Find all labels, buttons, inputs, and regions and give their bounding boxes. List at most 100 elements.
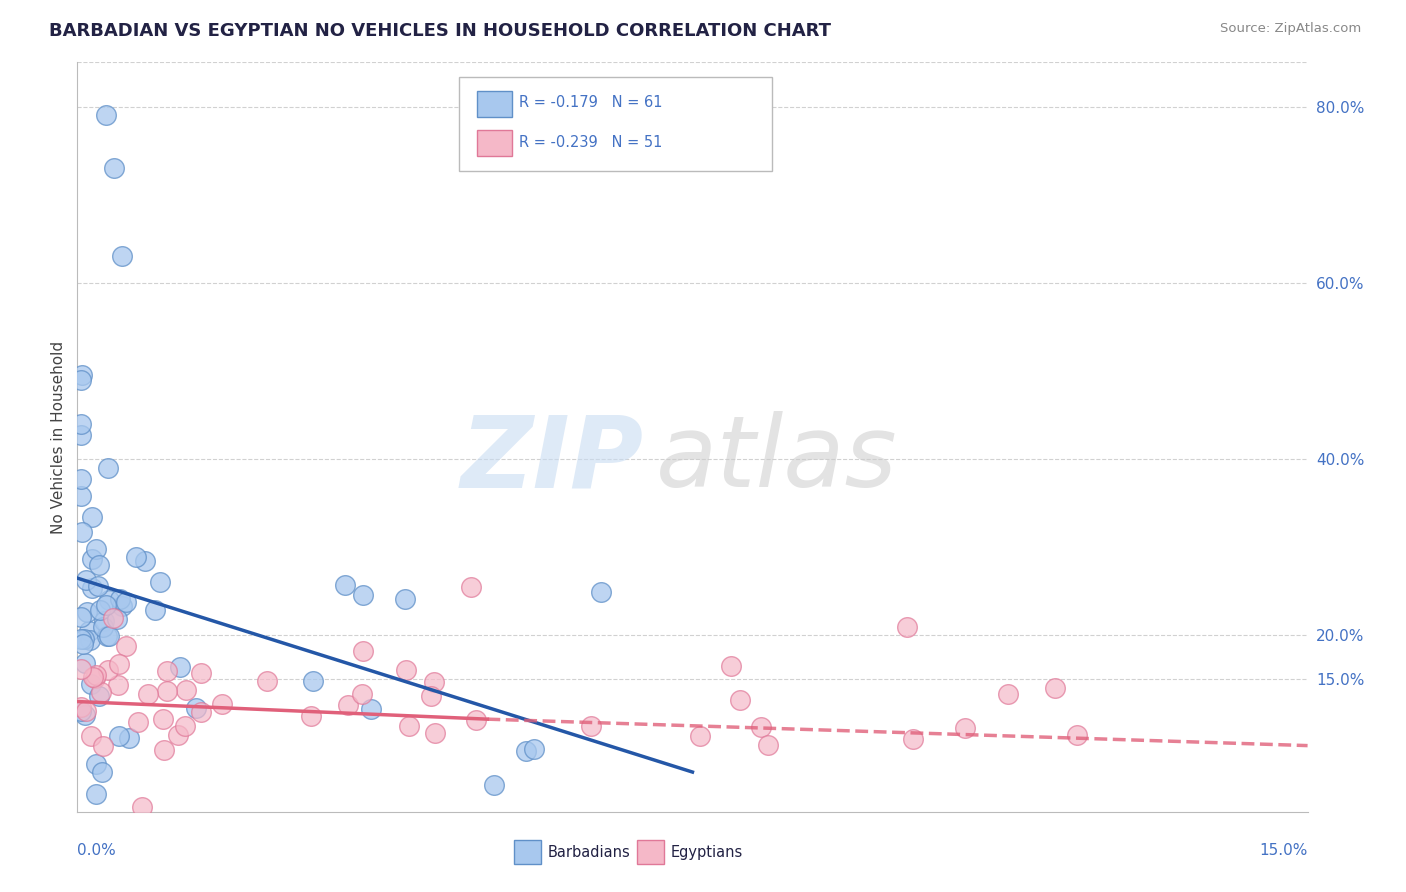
Point — [70, 524, 93, 539]
Point — [730, 692, 752, 706]
Point — [398, 719, 420, 733]
Text: BARBADIAN VS EGYPTIAN NO VEHICLES IN HOUSEHOLD CORRELATION CHART: BARBADIAN VS EGYPTIAN NO VEHICLES IN HOU… — [49, 22, 831, 40]
Point — [97, 663, 120, 677]
Point — [93, 614, 115, 628]
Point — [1066, 728, 1088, 742]
Point — [90, 685, 112, 699]
Point — [76, 605, 98, 619]
Point — [84, 668, 107, 682]
FancyBboxPatch shape — [477, 130, 512, 156]
Text: Egyptians: Egyptians — [671, 845, 742, 860]
Point — [94, 108, 117, 122]
Point — [515, 743, 537, 757]
Point — [143, 603, 166, 617]
Point — [70, 704, 93, 718]
Point — [90, 764, 112, 779]
Text: 15.0%: 15.0% — [1260, 843, 1308, 857]
Point — [1043, 681, 1066, 695]
Point — [77, 624, 100, 639]
Point — [896, 619, 918, 633]
Text: Barbadians: Barbadians — [547, 845, 630, 860]
Point — [72, 632, 94, 646]
Point — [107, 678, 129, 692]
Point — [105, 612, 128, 626]
Point — [360, 702, 382, 716]
Point — [76, 573, 98, 587]
Point — [80, 551, 103, 566]
Point — [115, 594, 138, 608]
Point — [352, 687, 374, 701]
Point — [70, 632, 93, 647]
Point — [169, 660, 191, 674]
Point — [70, 489, 93, 503]
Point — [299, 709, 322, 723]
Point — [98, 629, 121, 643]
Point — [174, 719, 197, 733]
Point — [302, 674, 325, 689]
Point — [153, 743, 176, 757]
Text: R = -0.239   N = 51: R = -0.239 N = 51 — [519, 135, 662, 150]
Point — [460, 580, 482, 594]
Point — [75, 656, 97, 670]
Point — [111, 599, 134, 614]
FancyBboxPatch shape — [515, 840, 541, 864]
Point — [186, 700, 208, 714]
Point — [523, 742, 546, 756]
Point — [75, 704, 97, 718]
Point — [89, 602, 111, 616]
Point — [152, 712, 174, 726]
Point — [93, 739, 115, 753]
Point — [136, 687, 159, 701]
Point — [72, 636, 94, 650]
Text: 0.0%: 0.0% — [77, 843, 117, 857]
Point — [80, 729, 103, 743]
Point — [70, 662, 93, 676]
Point — [82, 581, 104, 595]
Point — [82, 509, 104, 524]
Point — [352, 588, 374, 602]
FancyBboxPatch shape — [637, 840, 664, 864]
Point — [94, 598, 117, 612]
Point — [190, 666, 212, 681]
Point — [79, 677, 101, 691]
Point — [997, 687, 1019, 701]
Point — [901, 732, 924, 747]
FancyBboxPatch shape — [477, 91, 512, 117]
Point — [79, 632, 101, 647]
Point — [70, 472, 93, 486]
Point — [70, 428, 93, 442]
Point — [70, 373, 93, 387]
Text: ZIP: ZIP — [460, 411, 644, 508]
Point — [87, 689, 110, 703]
Point — [156, 665, 179, 679]
Point — [103, 161, 125, 176]
FancyBboxPatch shape — [458, 78, 772, 171]
Text: R = -0.179   N = 61: R = -0.179 N = 61 — [519, 95, 662, 110]
Point — [97, 460, 120, 475]
Point — [482, 778, 505, 792]
Text: atlas: atlas — [655, 411, 897, 508]
Point — [127, 714, 149, 729]
Point — [749, 720, 772, 734]
Point — [134, 554, 156, 568]
Point — [131, 800, 153, 814]
Point — [115, 639, 138, 653]
Point — [82, 669, 104, 683]
Point — [84, 542, 107, 557]
Point — [394, 591, 416, 606]
Point — [70, 417, 93, 431]
Point — [167, 728, 190, 742]
Point — [720, 659, 742, 673]
Point — [423, 674, 446, 689]
Point — [256, 673, 278, 688]
Point — [953, 721, 976, 735]
Point — [156, 683, 179, 698]
Point — [352, 644, 374, 658]
Point — [591, 584, 613, 599]
Point — [96, 629, 118, 643]
Point — [337, 698, 360, 712]
Point — [689, 729, 711, 743]
Point — [335, 578, 357, 592]
Point — [70, 700, 93, 714]
Point — [176, 683, 198, 698]
